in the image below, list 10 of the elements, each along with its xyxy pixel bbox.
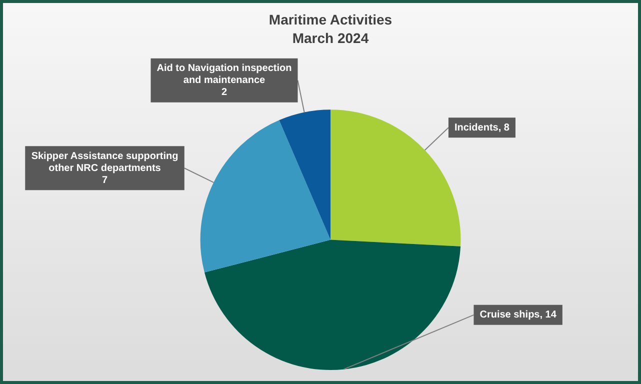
chart-title: Maritime Activities bbox=[268, 11, 392, 28]
data-label: 2 bbox=[221, 87, 228, 98]
data-label: 7 bbox=[102, 174, 108, 186]
slice-label: Skipper Assistance supporting other NRC departments bbox=[31, 150, 178, 174]
data-label: , 8 bbox=[498, 122, 510, 134]
slice-label: Cruise ships bbox=[480, 310, 540, 321]
chart-subtitle: March 2024 bbox=[292, 30, 369, 46]
slice-label: Incidents bbox=[454, 122, 499, 134]
data-label: , 14 bbox=[540, 310, 557, 321]
slice-label: Aid to Navigation inspection and maintenance bbox=[156, 63, 292, 86]
